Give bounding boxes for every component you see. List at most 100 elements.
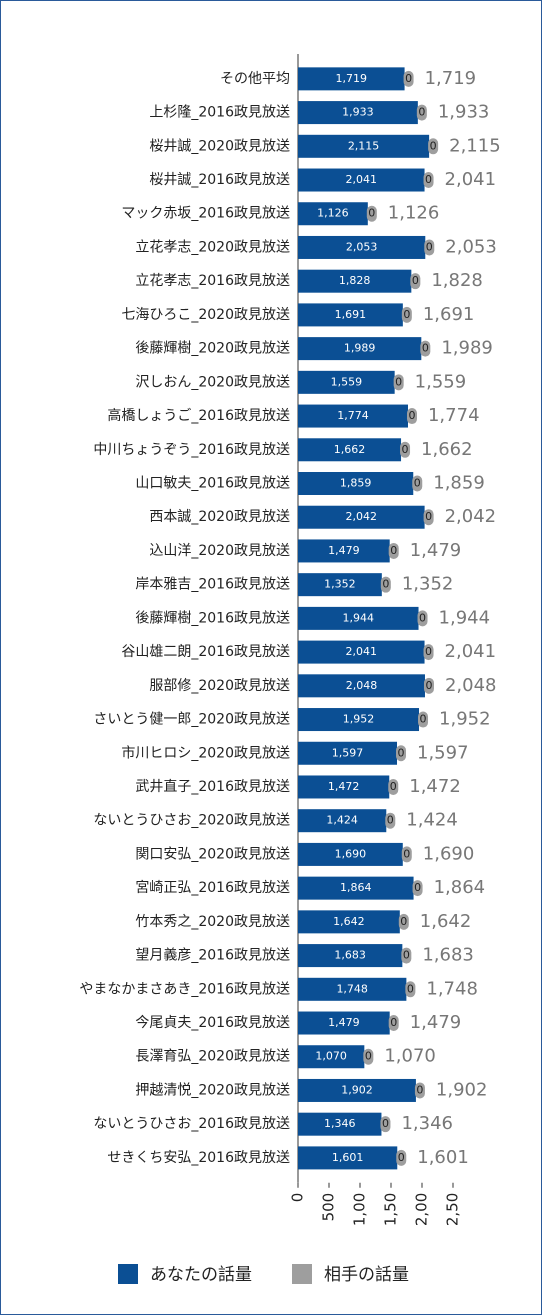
value-label-bg (380, 1116, 391, 1133)
x-tick-label: 2,50 (444, 1193, 462, 1226)
value-label: 0 (403, 847, 410, 860)
value-label: 0 (402, 443, 409, 456)
bar-segment (298, 640, 425, 664)
value-label: 0 (382, 1117, 389, 1130)
total-label: 1,597 (417, 742, 469, 763)
value-label: 1,691 (335, 308, 367, 321)
bar-segment (298, 573, 382, 597)
value-label: 0 (387, 814, 394, 827)
value-label: 0 (365, 1050, 372, 1063)
value-label: 0 (403, 308, 410, 321)
value-label-bg (385, 812, 396, 829)
value-label: 1,902 (341, 1083, 373, 1096)
total-label: 1,479 (410, 540, 462, 561)
value-label-bg (423, 509, 434, 526)
value-label: 0 (407, 982, 414, 995)
bar-segment (298, 741, 398, 765)
category-label: ないとうひさお_2016政見放送 (93, 1116, 290, 1132)
value-label-bg (366, 205, 377, 222)
category-label: 高橋しょうご_2016政見放送 (107, 407, 290, 424)
total-label: 1,346 (401, 1113, 453, 1134)
category-label: 宮崎正弘_2016政見放送 (135, 880, 290, 896)
value-label-bg (363, 1048, 374, 1065)
bar-segment (298, 370, 395, 394)
bar-segment (298, 404, 408, 428)
bar-segment (298, 67, 405, 91)
total-label: 1,601 (417, 1147, 469, 1168)
category-label: 押越清悦_2020政見放送 (135, 1082, 290, 1098)
value-label: 1,601 (332, 1151, 364, 1164)
value-label-bg (403, 70, 414, 87)
total-label: 1,933 (438, 102, 490, 123)
value-label: 0 (400, 915, 407, 928)
value-label: 1,748 (336, 982, 368, 995)
bar-segment (298, 708, 420, 732)
category-label: マック赤坂_2016政見放送 (121, 206, 290, 222)
category-label: 山口敏夫_2016政見放送 (135, 476, 290, 492)
category-label: 西本誠_2020政見放送 (149, 509, 290, 525)
value-label: 0 (430, 139, 437, 152)
category-label: 中川ちょうぞう_2016政見放送 (93, 442, 290, 458)
legend-swatch (292, 1264, 312, 1284)
value-label: 1,070 (315, 1050, 347, 1063)
bar-segment (298, 303, 403, 327)
value-label-bg (393, 374, 404, 391)
category-label: 岸本雅吉_2016政見放送 (135, 577, 290, 593)
value-label: 1,352 (324, 578, 356, 591)
bar-segment (298, 1146, 398, 1170)
category-label: 後藤輝樹_2016政見放送 (135, 610, 290, 626)
category-label: 望月義彦_2016政見放送 (135, 947, 290, 964)
value-label-bg (401, 947, 412, 964)
value-label: 0 (390, 544, 397, 557)
value-label: 0 (382, 578, 389, 591)
category-label: 長澤育弘_2020政見放送 (135, 1049, 290, 1065)
category-label: さいとう健一郎_2020政見放送 (93, 712, 290, 728)
bar-segment (298, 1045, 365, 1069)
bar-segment (298, 910, 400, 934)
value-label: 1,424 (326, 814, 358, 827)
value-label-bg (388, 778, 399, 795)
value-label: 0 (395, 375, 402, 388)
value-label: 0 (420, 713, 427, 726)
value-label: 2,042 (346, 510, 378, 523)
value-label-bg (380, 576, 391, 593)
value-label: 0 (419, 611, 426, 624)
value-label: 1,597 (332, 746, 364, 759)
bar-segment (298, 438, 402, 462)
total-label: 1,719 (425, 68, 477, 89)
value-label-bg (396, 745, 407, 762)
value-label-bg (398, 913, 409, 930)
value-label: 1,662 (334, 443, 366, 456)
legend-label: あなたの話量 (150, 1265, 252, 1285)
value-label: 1,828 (339, 274, 371, 287)
value-label: 0 (418, 106, 425, 119)
bar-segment (298, 202, 368, 226)
value-label: 2,048 (346, 679, 378, 692)
value-label: 0 (412, 274, 419, 287)
value-label-bg (420, 340, 431, 357)
category-label: 後藤輝樹_2020政見放送 (135, 341, 290, 357)
category-label: 谷山雄二朗_2016政見放送 (121, 644, 290, 660)
category-label: 桜井誠_2016政見放送 (149, 172, 290, 188)
value-label: 1,944 (343, 611, 375, 624)
value-label: 0 (416, 1083, 423, 1096)
value-label: 0 (390, 780, 397, 793)
value-label-bg (423, 677, 434, 694)
total-label: 1,864 (434, 877, 486, 898)
category-label: 今尾貞夫_2016政見放送 (135, 1015, 290, 1031)
bar-segment (298, 674, 425, 698)
value-label: 1,126 (317, 207, 349, 220)
bar-segment (298, 168, 425, 192)
value-label-bg (418, 711, 429, 728)
value-label: 0 (398, 746, 405, 759)
value-label: 0 (414, 477, 421, 490)
value-label: 0 (398, 1151, 405, 1164)
value-label-bg (401, 306, 412, 323)
value-label: 0 (425, 510, 432, 523)
total-label: 1,989 (441, 338, 493, 359)
category-label: 七海ひろこ_2020政見放送 (121, 307, 290, 323)
value-label-bg (412, 880, 423, 897)
value-label: 0 (425, 173, 432, 186)
